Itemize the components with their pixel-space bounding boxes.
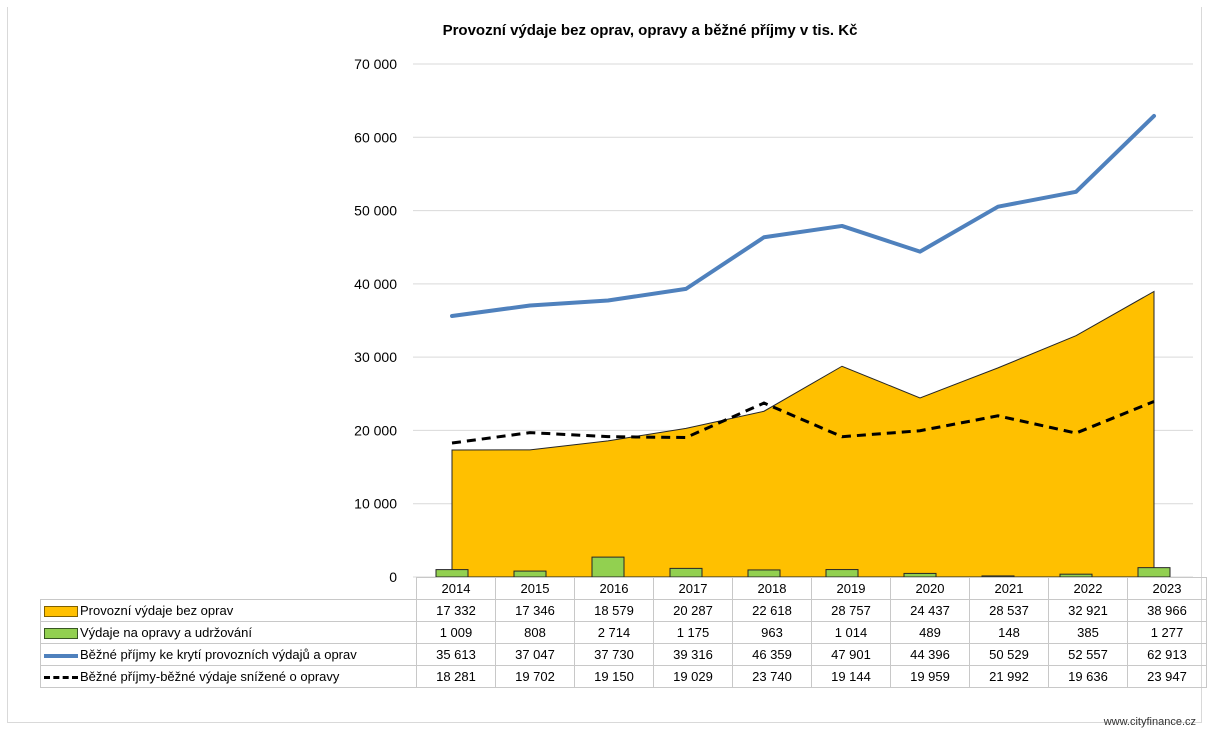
line-series-bezne-prijmy <box>450 113 1156 319</box>
y-tick-label: 0 <box>389 569 397 585</box>
y-axis-ticks: 0 10 000 20 000 30 000 40 000 50 000 60 000 70 … <box>354 56 397 585</box>
x-tick-label: 2020 <box>890 577 970 600</box>
data-label: 22 618 <box>732 599 812 622</box>
data-label: 35 613 <box>416 643 496 666</box>
data-label: 18 281 <box>416 665 496 688</box>
data-label: 23 947 <box>1127 665 1207 688</box>
data-label: 19 144 <box>811 665 891 688</box>
data-label: 19 150 <box>574 665 654 688</box>
table-header-row: 2014 2015 2016 2017 2018 2019 2020 2021 2022 2023 <box>41 577 1207 600</box>
bar-opravy <box>669 567 703 578</box>
chart-title: Provozní výdaje bez oprav, opravy a běžn… <box>442 22 858 39</box>
legend-label: Výdaje na opravy a udržování <box>80 625 252 640</box>
legend-swatch <box>44 653 78 658</box>
bar-opravy <box>903 572 937 578</box>
legend-label: Provozní výdaje bez oprav <box>80 603 234 618</box>
data-label: 37 047 <box>495 643 575 666</box>
line-series-saldo <box>451 400 1155 445</box>
legend-swatch <box>44 606 78 618</box>
data-label: 19 029 <box>653 665 733 688</box>
legend-swatch <box>44 676 78 680</box>
data-label: 46 359 <box>732 643 812 666</box>
y-tick-label: 30 000 <box>354 349 397 365</box>
table-corner <box>41 578 417 600</box>
y-tick-label: 10 000 <box>354 496 397 512</box>
data-label: 44 396 <box>890 643 970 666</box>
bar-opravy <box>825 569 859 578</box>
legend-entry: Výdaje na opravy a udržování <box>40 621 417 644</box>
data-label: 1 175 <box>653 621 733 644</box>
data-label: 62 913 <box>1127 643 1207 666</box>
source-credit: www.cityfinance.cz <box>1103 716 1196 728</box>
y-tick-label: 20 000 <box>354 422 397 438</box>
x-tick-label: 2023 <box>1127 577 1207 600</box>
area-series-layer <box>451 290 1155 578</box>
x-tick-label: 2015 <box>495 577 575 600</box>
bar-opravy <box>981 575 1015 578</box>
y-tick-label: 40 000 <box>354 276 397 292</box>
data-label: 808 <box>495 621 575 644</box>
legend-entry: Běžné příjmy-běžné výdaje snížené o opra… <box>40 665 417 688</box>
bar-opravy <box>1137 567 1171 578</box>
legend-label: Běžné příjmy ke krytí provozních výdajů … <box>80 647 357 662</box>
y-tick-label: 70 000 <box>354 56 397 72</box>
data-label: 38 966 <box>1127 599 1207 622</box>
data-label: 2 714 <box>574 621 654 644</box>
data-label: 28 537 <box>969 599 1049 622</box>
y-tick-label: 60 000 <box>354 129 397 145</box>
y-tick-label: 50 000 <box>354 203 397 219</box>
bar-opravy <box>591 556 625 578</box>
data-label: 1 009 <box>416 621 496 644</box>
data-label: 385 <box>1048 621 1128 644</box>
data-label: 50 529 <box>969 643 1049 666</box>
chart-frame <box>7 7 1202 723</box>
data-label: 17 332 <box>416 599 496 622</box>
data-label: 489 <box>890 621 970 644</box>
x-tick-label: 2022 <box>1048 577 1128 600</box>
data-label: 17 346 <box>495 599 575 622</box>
data-label: 19 702 <box>495 665 575 688</box>
legend-swatch <box>44 628 78 640</box>
data-label: 39 316 <box>653 643 733 666</box>
data-label: 20 287 <box>653 599 733 622</box>
data-label: 1 277 <box>1127 621 1207 644</box>
x-tick-label: 2019 <box>811 577 891 600</box>
data-label: 19 959 <box>890 665 970 688</box>
data-table: 2014 2015 2016 2017 2018 2019 2020 2021 2022 2023… <box>40 577 1207 688</box>
table-row: Výdaje na opravy a udržování 1 009 808 2 71… <box>40 621 1207 644</box>
data-label: 32 921 <box>1048 599 1128 622</box>
table-row: Provozní výdaje bez oprav 17 332 17 346 18 … <box>40 599 1207 622</box>
data-label: 1 014 <box>811 621 891 644</box>
data-label: 148 <box>969 621 1049 644</box>
legend-label: Běžné příjmy-běžné výdaje snížené o opra… <box>80 669 340 684</box>
bar-opravy <box>435 569 469 578</box>
table-row: Běžné příjmy ke krytí provozních výdajů … <box>40 643 1207 666</box>
data-label: 18 579 <box>574 599 654 622</box>
data-label: 23 740 <box>732 665 812 688</box>
area-series-provozni-vydaje <box>451 290 1155 578</box>
x-tick-label: 2017 <box>653 577 733 600</box>
data-label: 28 757 <box>811 599 891 622</box>
x-tick-label: 2016 <box>574 577 654 600</box>
plot-area: 0 10 000 20 000 30 000 40 000 50 000 60 000 70 … <box>354 56 1193 585</box>
bar-opravy <box>513 570 547 578</box>
table-row: Běžné příjmy-běžné výdaje snížené o opra… <box>40 665 1207 688</box>
line-series-layer <box>450 113 1156 445</box>
legend-entry: Provozní výdaje bez oprav <box>40 599 417 622</box>
data-label: 24 437 <box>890 599 970 622</box>
bar-opravy <box>747 569 781 578</box>
data-label: 37 730 <box>574 643 654 666</box>
data-label: 19 636 <box>1048 665 1128 688</box>
data-label: 963 <box>732 621 812 644</box>
x-tick-label: 2018 <box>732 577 812 600</box>
data-label: 47 901 <box>811 643 891 666</box>
x-tick-label: 2014 <box>416 577 496 600</box>
data-label: 52 557 <box>1048 643 1128 666</box>
legend-entry: Běžné příjmy ke krytí provozních výdajů … <box>40 643 417 666</box>
data-label: 21 992 <box>969 665 1049 688</box>
bar-series-layer <box>435 556 1171 578</box>
x-tick-label: 2021 <box>969 577 1049 600</box>
